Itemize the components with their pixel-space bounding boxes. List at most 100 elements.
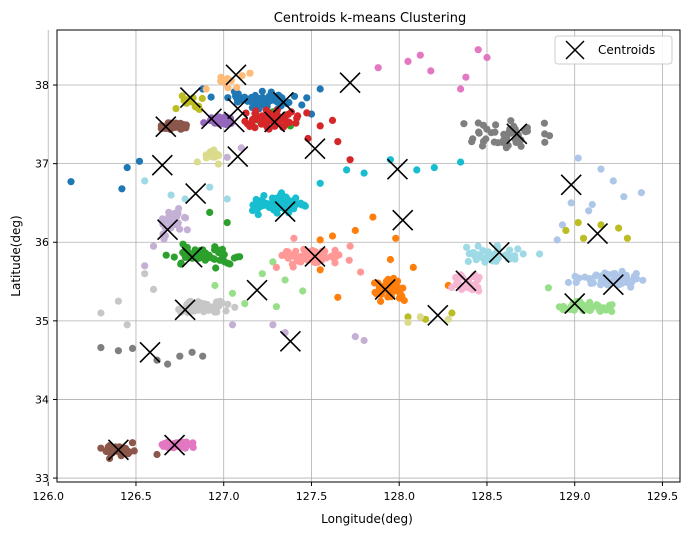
cluster-1-point: [632, 270, 640, 278]
cluster-13-point: [478, 142, 487, 150]
cluster-0-point: [316, 85, 324, 93]
centroid-marker: [339, 72, 361, 94]
legend-marker-x-icon: [565, 40, 585, 60]
centroid-marker: [107, 439, 129, 461]
cluster-3-point: [233, 83, 241, 91]
cluster-10-point: [153, 450, 161, 459]
cluster-7-point: [301, 254, 309, 262]
cluster-9-point: [141, 262, 149, 270]
cluster-2-point: [382, 277, 390, 285]
cluster-7-point: [290, 234, 298, 242]
cluster-17-point: [316, 179, 324, 187]
cluster-10-point: [128, 439, 137, 447]
cluster-5-point: [269, 258, 277, 266]
cluster-3-point: [246, 69, 254, 77]
cluster-13-point: [188, 348, 196, 356]
cluster-4-point: [215, 249, 223, 257]
cluster-18-point: [464, 257, 472, 266]
x-tick-label: 128.5: [471, 490, 503, 503]
centroid-marker: [427, 304, 449, 326]
cluster-6-point: [303, 109, 311, 117]
cluster-15-point: [615, 224, 623, 232]
cluster-13-point: [164, 360, 172, 368]
plot-frame: [56, 29, 681, 483]
cluster-13-point: [483, 125, 491, 133]
cluster-16-point: [416, 313, 424, 321]
cluster-5-point: [608, 301, 616, 309]
cluster-2-point: [377, 297, 385, 305]
cluster-1-point: [567, 199, 575, 207]
cluster-19-point: [454, 279, 462, 287]
x-tick-label: 128.0: [383, 490, 415, 503]
cluster-13-point: [522, 128, 530, 136]
cluster-5-point: [272, 303, 280, 311]
cluster-3-point: [202, 85, 210, 93]
cluster-6-point: [316, 122, 324, 130]
cluster-12-point: [462, 73, 470, 81]
cluster-1-point: [571, 272, 579, 280]
cluster-7-point: [357, 268, 365, 276]
centroid-marker: [185, 182, 207, 205]
cluster-9-point: [237, 144, 245, 152]
cluster-7-point: [289, 263, 297, 271]
centroid-marker: [174, 299, 196, 321]
cluster-15-point: [579, 234, 588, 242]
cluster-9-point: [149, 242, 158, 250]
y-tick-label: 33: [35, 472, 49, 485]
cluster-1-point: [620, 193, 628, 201]
cluster-16-point: [211, 153, 219, 161]
cluster-6-point: [251, 124, 259, 132]
cluster-18-point: [536, 250, 544, 258]
cluster-18-point: [484, 252, 492, 260]
cluster-15-point: [623, 234, 632, 242]
cluster-13-point: [500, 136, 508, 144]
legend: Centroids: [554, 35, 673, 65]
cluster-19-point: [475, 287, 483, 295]
cluster-16-point: [210, 146, 218, 154]
cluster-10-point: [162, 124, 170, 132]
cluster-12-point: [427, 67, 435, 75]
cluster-17-point: [277, 201, 285, 209]
y-tick-label: 35: [35, 315, 49, 328]
cluster-12-point: [483, 53, 491, 62]
cluster-1-point: [616, 278, 624, 286]
cluster-5-point: [241, 300, 249, 308]
cluster-7-point: [345, 256, 353, 264]
centroid-marker: [264, 111, 286, 133]
cluster-5-point: [585, 303, 593, 312]
cluster-4-point: [224, 259, 232, 267]
cluster-17-point: [249, 201, 257, 209]
cluster-15-point: [198, 94, 206, 103]
cluster-13-point: [474, 119, 482, 127]
centroid-marker: [586, 223, 609, 245]
cluster-10-point: [179, 121, 187, 129]
cluster-2-point: [393, 277, 402, 285]
cluster-15-point: [574, 219, 582, 227]
x-axis: 126.0 126.5 127.0 127.5 128.0 128.5 129.0 129.5: [32, 482, 678, 503]
cluster-9-point: [223, 153, 231, 161]
centroid-marker: [272, 91, 294, 113]
cluster-14-point: [231, 303, 239, 311]
cluster-0-point: [123, 164, 131, 172]
cluster-13-point: [512, 138, 520, 146]
legend-box: [554, 35, 673, 65]
cluster-1-point: [574, 154, 582, 162]
x-tick-label: 129.0: [559, 490, 591, 503]
centroid-marker: [374, 278, 396, 300]
cluster-9-point: [167, 224, 175, 232]
cluster-17-point: [360, 169, 368, 177]
chart-title: Centroids k-means Clustering: [274, 11, 466, 26]
y-tick-label: 36: [35, 236, 49, 249]
cluster-0-point: [234, 90, 242, 99]
cluster-1-point: [591, 272, 600, 280]
cluster-9-point: [351, 333, 359, 341]
cluster-10-point: [97, 444, 105, 452]
cluster-2-point: [409, 263, 417, 271]
cluster-14-point: [185, 298, 193, 306]
cluster-2-point: [369, 213, 377, 221]
x-tick-label: 129.5: [647, 490, 679, 503]
cluster-1-point: [627, 283, 635, 291]
cluster-0-point: [258, 87, 266, 95]
cluster-2-point: [392, 234, 400, 242]
